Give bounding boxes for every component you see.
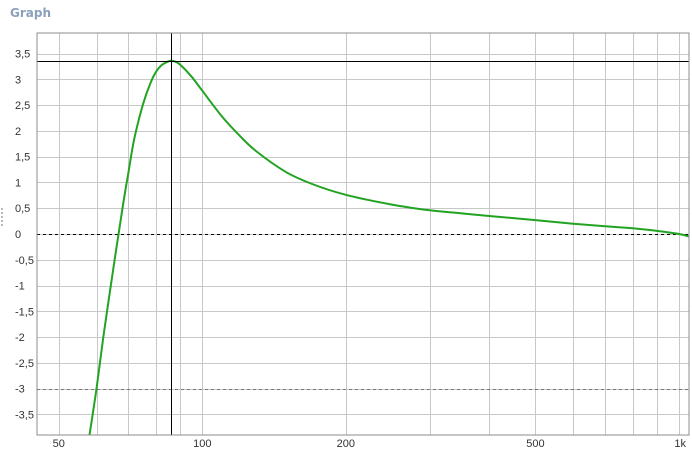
y-tick-label: -1 — [15, 281, 25, 293]
x-tick-label: 200 — [337, 438, 355, 450]
plot-frame — [36, 32, 690, 436]
y-tick-label: 2 — [15, 126, 21, 138]
series-line — [88, 59, 689, 435]
y-tick-label: 1,5 — [15, 152, 30, 164]
crosshair-cursor[interactable] — [37, 33, 689, 435]
y-tick-label: -2,5 — [15, 358, 34, 370]
y-tick-label: -2 — [15, 332, 25, 344]
y-tick-label: 3 — [15, 74, 21, 86]
reference-lines — [37, 234, 689, 390]
x-tick-labels: 50 100 200 500 1k — [53, 438, 687, 450]
y-tick-label: 0,5 — [15, 203, 30, 215]
x-tick-label: 50 — [53, 438, 65, 450]
y-tick-label: -0,5 — [15, 255, 34, 267]
y-tick-label: 1 — [15, 177, 21, 189]
y-tick-label: -1,5 — [15, 306, 34, 318]
panel-title: Graph — [10, 6, 51, 20]
y-tick-label: 2,5 — [15, 100, 30, 112]
x-tick-label: 100 — [193, 438, 211, 450]
x-tick-label: 1k — [674, 438, 686, 450]
series-layer — [88, 59, 689, 435]
x-tick-label: 500 — [526, 438, 544, 450]
y-tick-label: 3,5 — [15, 49, 30, 61]
resize-grip-icon[interactable] — [1, 208, 5, 230]
y-tick-label: 0 — [15, 229, 21, 241]
y-tick-labels: 3,5 3 2,5 2 1,5 1 0,5 0 -0,5 -1 -1,5 -2 -2,5 -3 -3,5 — [15, 49, 34, 422]
y-tick-label: -3,5 — [15, 409, 34, 421]
y-tick-label: -3 — [15, 384, 25, 396]
